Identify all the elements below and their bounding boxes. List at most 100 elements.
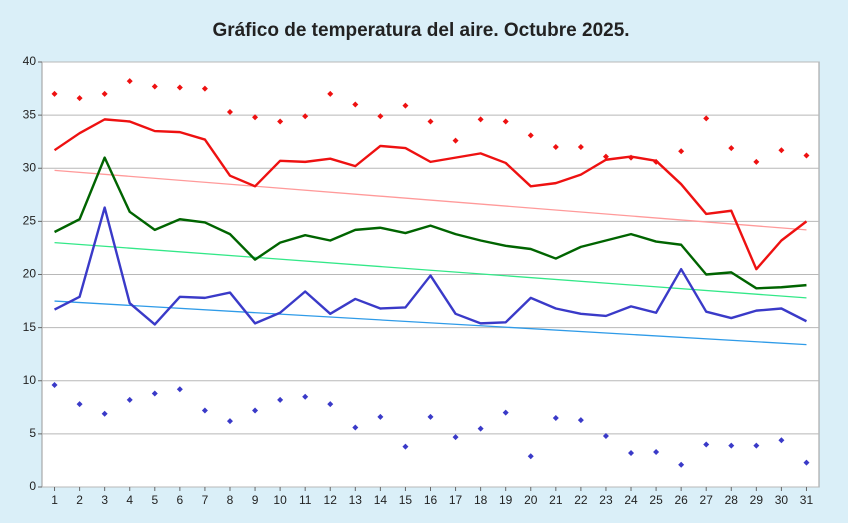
point (602, 433, 609, 439)
x-tick-label: 14 (374, 493, 388, 507)
x-tick-label: 7 (202, 493, 209, 507)
point (151, 390, 158, 397)
y-tick-label: 25 (23, 214, 37, 228)
point (176, 84, 183, 91)
x-tick-label: 5 (151, 493, 158, 507)
x-tick-label: 6 (177, 493, 184, 507)
x-tick-label: 19 (499, 493, 513, 507)
x-tick-label: 25 (649, 493, 663, 507)
point (76, 95, 83, 102)
point (552, 414, 559, 421)
x-tick-label: 29 (750, 493, 764, 507)
point (577, 417, 584, 424)
point (302, 393, 309, 400)
point (252, 114, 259, 121)
x-tick-label: 28 (725, 493, 739, 507)
point (352, 101, 359, 108)
point (628, 450, 635, 456)
x-tick-label: 17 (449, 493, 463, 507)
y-tick-label: 10 (23, 373, 37, 387)
point (352, 424, 359, 431)
x-tick-label: 4 (126, 493, 133, 507)
point (427, 413, 434, 420)
x-tick-label: 3 (101, 493, 108, 507)
point (728, 145, 735, 152)
point (803, 459, 810, 466)
line (53, 206, 808, 326)
x-tick-label: 22 (574, 493, 588, 507)
line (53, 156, 807, 290)
point (327, 401, 334, 408)
point (452, 434, 459, 441)
trend-line (54, 300, 807, 346)
trend-line (54, 169, 807, 231)
line (53, 118, 808, 271)
y-tick-label: 15 (23, 320, 37, 334)
point (502, 409, 509, 416)
y-tick-label: 0 (29, 479, 36, 493)
point (477, 425, 484, 432)
x-tick-label: 18 (474, 493, 488, 507)
point (201, 85, 208, 92)
point (101, 90, 108, 97)
point (302, 113, 309, 120)
point (728, 442, 735, 449)
x-tick-label: 16 (424, 493, 438, 507)
y-tick-label: 40 (23, 54, 37, 68)
x-tick-label: 2 (76, 493, 83, 507)
point (176, 386, 183, 393)
x-tick-label: 21 (549, 493, 563, 507)
point (678, 461, 685, 468)
point (803, 152, 810, 159)
point (753, 158, 760, 165)
point (201, 407, 208, 414)
point (126, 78, 133, 85)
point (126, 396, 133, 403)
point (76, 401, 83, 408)
point (678, 148, 685, 155)
x-tick-label: 8 (227, 493, 234, 507)
point (653, 448, 660, 455)
y-tick-label: 20 (23, 267, 37, 281)
point (703, 115, 710, 122)
y-tick-label: 30 (23, 160, 37, 174)
x-tick-label: 12 (324, 493, 338, 507)
x-tick-label: 27 (700, 493, 714, 507)
y-tick-label: 35 (23, 107, 37, 121)
chart-title: Gráfico de temperatura del aire. Octubre… (212, 20, 629, 41)
point (502, 118, 509, 125)
point (452, 137, 459, 144)
point (402, 102, 409, 109)
point (327, 90, 334, 97)
point (226, 418, 233, 425)
x-tick-label: 20 (524, 493, 538, 507)
point (778, 437, 785, 444)
x-tick-label: 26 (674, 493, 688, 507)
point (277, 396, 284, 403)
point (602, 153, 609, 160)
point (402, 443, 409, 450)
x-tick-label: 15 (399, 493, 413, 507)
trend-line (54, 241, 807, 299)
point (151, 83, 158, 90)
x-tick-label: 10 (273, 493, 287, 507)
point (527, 453, 534, 460)
point (252, 407, 259, 414)
point (277, 118, 284, 125)
point (51, 382, 58, 388)
point (377, 413, 384, 420)
point (552, 144, 559, 150)
x-tick-label: 24 (624, 493, 638, 507)
point (427, 118, 434, 125)
y-tick-label: 5 (29, 426, 36, 440)
point (778, 147, 785, 154)
x-tick-label: 30 (775, 493, 789, 507)
x-tick-label: 11 (299, 493, 312, 507)
x-tick-label: 31 (800, 493, 814, 507)
point (477, 116, 484, 123)
point (703, 441, 710, 448)
point (226, 108, 233, 115)
x-tick-label: 13 (349, 493, 363, 507)
point (51, 90, 58, 97)
